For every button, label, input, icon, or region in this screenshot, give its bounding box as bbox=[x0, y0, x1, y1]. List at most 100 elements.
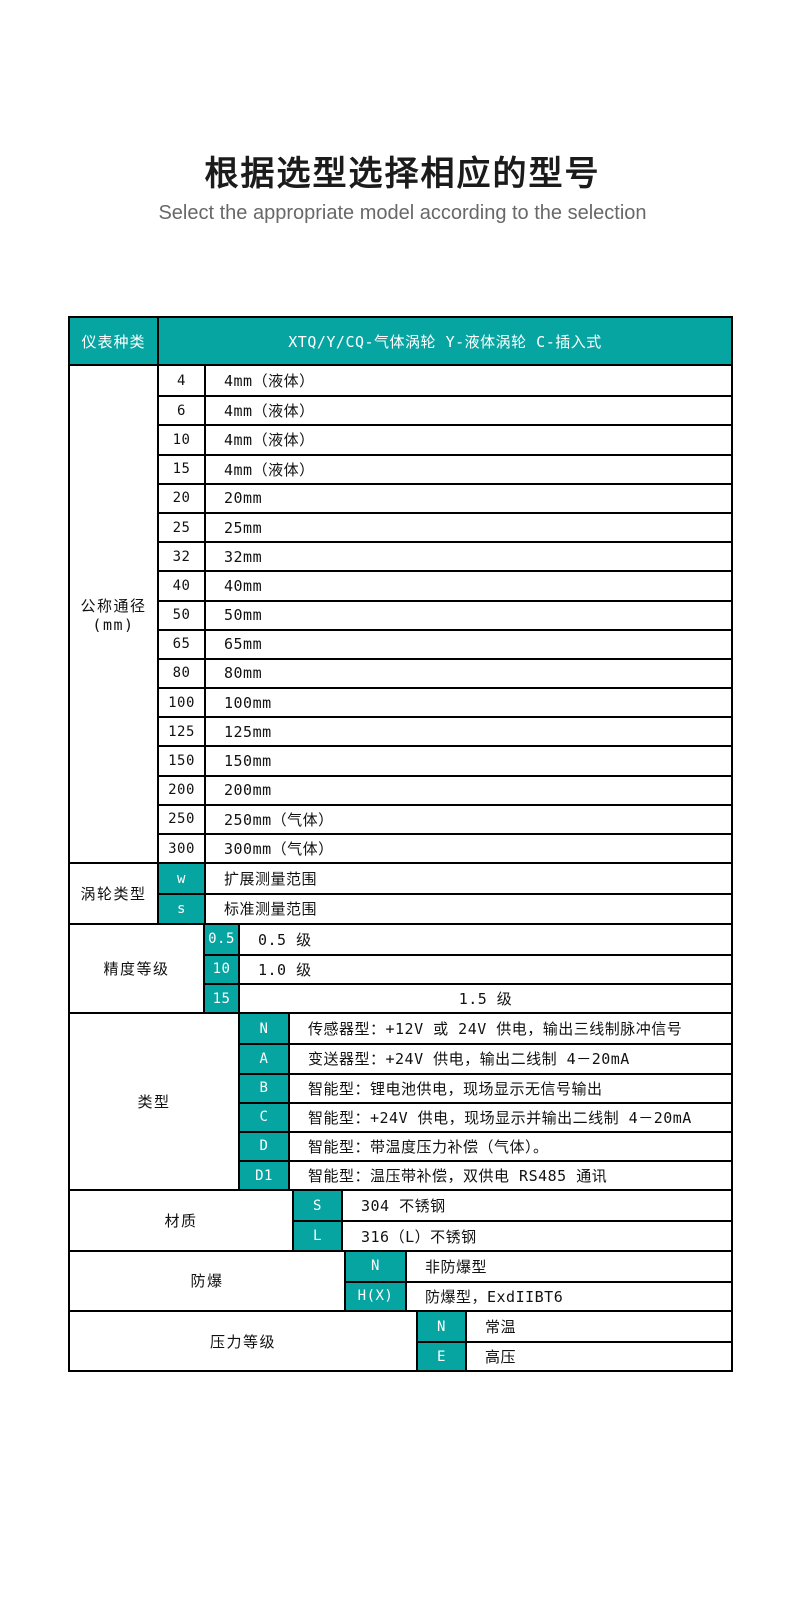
section-rows: N 传感器型：+12V 或 24V 供电，输出三线制脉冲信号 A 变送器型：+24V … bbox=[240, 1014, 731, 1190]
option-description: 50mm bbox=[224, 606, 263, 625]
option-description: 125mm bbox=[224, 722, 272, 741]
option-description: 65mm bbox=[224, 635, 263, 654]
option-code: S bbox=[294, 1191, 343, 1221]
option-description: 扩展测量范围 bbox=[224, 870, 318, 889]
page-header: 根据选型选择相应的型号 Select the appropriate model… bbox=[0, 0, 805, 225]
table-row: L 316（L）不锈钢 bbox=[294, 1220, 731, 1250]
section-rows: 4 4mm（液体） 6 4mm（液体） 10 4mm（液体） 15 4mm（液体） 20 20mm… bbox=[159, 366, 731, 863]
model-selection-table: 仪表种类 XTQ/Y/CQ-气体涡轮 Y-液体涡轮 C-插入式 公称通径 (mm… bbox=[68, 316, 733, 1373]
option-description: 100mm bbox=[224, 693, 272, 712]
table-header-row: 仪表种类 XTQ/Y/CQ-气体涡轮 Y-液体涡轮 C-插入式 bbox=[70, 318, 731, 364]
option-code: N bbox=[346, 1251, 407, 1281]
option-description: 高压 bbox=[485, 1348, 517, 1367]
table-row: 32 32mm bbox=[159, 541, 731, 571]
section-label: 类型 bbox=[70, 1014, 240, 1190]
table-row: 80 80mm bbox=[159, 657, 731, 688]
section-rows: N 常温 E 高压 bbox=[418, 1312, 731, 1371]
table-row: 40 40mm bbox=[159, 570, 731, 600]
option-code: 40 bbox=[159, 572, 206, 600]
table-row: 125 125mm bbox=[159, 716, 731, 746]
table-row: S 304 不锈钢 bbox=[294, 1191, 731, 1221]
section-label: 防爆 bbox=[70, 1251, 346, 1310]
table-row: B 智能型：锂电池供电，现场显示无信号输出 bbox=[240, 1072, 731, 1102]
option-description: 常温 bbox=[485, 1318, 517, 1337]
option-description: 4mm（液体） bbox=[224, 372, 315, 391]
option-description: 传感器型：+12V 或 24V 供电，输出三线制脉冲信号 bbox=[308, 1020, 683, 1039]
option-code: 80 bbox=[159, 659, 206, 688]
table-body: 公称通径 (mm) 4 4mm（液体） 6 4mm（液体） 10 4mm（液体） 15 4mm（… bbox=[70, 364, 731, 1371]
table-row: 300 300mm（气体） bbox=[159, 833, 731, 863]
option-description: 4mm（液体） bbox=[224, 460, 315, 479]
option-description: 标准测量范围 bbox=[224, 900, 318, 919]
table-row: H(X) 防爆型，ExdIIBT6 bbox=[346, 1280, 731, 1310]
section-label: 材质 bbox=[70, 1191, 294, 1250]
option-description: 150mm bbox=[224, 752, 272, 771]
table-row: 15 4mm（液体） bbox=[159, 453, 731, 483]
option-description: 32mm bbox=[224, 547, 263, 566]
option-description: 1.5 级 bbox=[458, 990, 513, 1009]
option-code: E bbox=[418, 1343, 467, 1371]
option-code: 25 bbox=[159, 513, 206, 542]
option-description: 智能型：锂电池供电，现场显示无信号输出 bbox=[308, 1079, 603, 1098]
table-row: 15 1.5 级 bbox=[205, 982, 731, 1013]
table-section-type: 类型 N 传感器型：+12V 或 24V 供电，输出三线制脉冲信号 A 变送器型：+24… bbox=[70, 1012, 731, 1190]
table-section-material: 材质 S 304 不锈钢 L 316（L）不锈钢 bbox=[70, 1189, 731, 1250]
table-row: 10 4mm（液体） bbox=[159, 424, 731, 454]
section-rows: N 非防爆型 H(X) 防爆型，ExdIIBT6 bbox=[346, 1251, 731, 1310]
option-code: 50 bbox=[159, 601, 206, 629]
table-row: C 智能型：+24V 供电，现场显示并输出二线制 4－20mA bbox=[240, 1101, 731, 1131]
option-code: C bbox=[240, 1103, 290, 1131]
table-row: E 高压 bbox=[418, 1341, 731, 1371]
option-description: 变送器型：+24V 供电，输出二线制 4－20mA bbox=[308, 1050, 630, 1069]
option-code: N bbox=[418, 1312, 467, 1342]
option-code: 150 bbox=[159, 747, 206, 775]
table-row: 150 150mm bbox=[159, 745, 731, 775]
option-description: 304 不锈钢 bbox=[361, 1197, 446, 1216]
table-row: 25 25mm bbox=[159, 511, 731, 542]
section-rows: w 扩展测量范围 s 标准测量范围 bbox=[159, 864, 731, 923]
option-code: N bbox=[240, 1014, 290, 1044]
table-row: 0.5 0.5 级 bbox=[205, 924, 731, 954]
option-description: 0.5 级 bbox=[258, 930, 312, 949]
option-code: 200 bbox=[159, 776, 206, 804]
table-row: 100 100mm bbox=[159, 687, 731, 717]
page-title: 根据选型选择相应的型号 bbox=[204, 155, 601, 193]
option-description: 80mm bbox=[224, 664, 263, 683]
section-label: 压力等级 bbox=[70, 1312, 418, 1371]
option-code: A bbox=[240, 1045, 290, 1073]
table-section-turbine-type: 涡轮类型 w 扩展测量范围 s 标准测量范围 bbox=[70, 862, 731, 923]
option-description: 25mm bbox=[224, 518, 263, 537]
option-code: 300 bbox=[159, 835, 206, 863]
table-header-model-series: XTQ/Y/CQ-气体涡轮 Y-液体涡轮 C-插入式 bbox=[288, 332, 602, 351]
section-rows: S 304 不锈钢 L 316（L）不锈钢 bbox=[294, 1191, 731, 1250]
option-code: 125 bbox=[159, 718, 206, 746]
option-code: D bbox=[240, 1132, 290, 1161]
option-description: 智能型：温压带补偿，双供电 RS485 通讯 bbox=[308, 1167, 608, 1186]
table-row: N 非防爆型 bbox=[346, 1251, 731, 1281]
table-section-pressure-class: 压力等级 N 常温 E 高压 bbox=[70, 1310, 731, 1371]
option-code: L bbox=[294, 1222, 343, 1250]
table-row: 65 65mm bbox=[159, 628, 731, 658]
option-code: 250 bbox=[159, 805, 206, 833]
option-description: 防爆型，ExdIIBT6 bbox=[425, 1287, 564, 1306]
option-description: 4mm（液体） bbox=[224, 402, 315, 421]
option-code: H(X) bbox=[346, 1282, 407, 1310]
option-code: 15 bbox=[205, 984, 240, 1013]
option-description: 40mm bbox=[224, 576, 263, 595]
section-rows: 0.5 0.5 级 10 1.0 级 15 1.5 级 bbox=[205, 924, 731, 1013]
table-row: 250 250mm（气体） bbox=[159, 803, 731, 833]
table-row: 50 50mm bbox=[159, 599, 731, 629]
option-code: B bbox=[240, 1074, 290, 1102]
table-row: 20 20mm bbox=[159, 482, 731, 512]
section-label: 公称通径 (mm) bbox=[70, 366, 159, 863]
table-row: 10 1.0 级 bbox=[205, 953, 731, 983]
option-description: 316（L）不锈钢 bbox=[361, 1227, 477, 1246]
table-row: D 智能型：带温度压力补偿（气体）。 bbox=[240, 1130, 731, 1161]
option-code: 4 bbox=[159, 366, 206, 396]
table-row: w 扩展测量范围 bbox=[159, 864, 731, 894]
page-subtitle: Select the appropriate model according t… bbox=[158, 202, 647, 224]
table-row: N 常温 bbox=[418, 1312, 731, 1342]
table-row: D1 智能型：温压带补偿，双供电 RS485 通讯 bbox=[240, 1160, 731, 1190]
option-description: 智能型：带温度压力补偿（气体）。 bbox=[308, 1137, 549, 1156]
option-code: 100 bbox=[159, 689, 206, 717]
